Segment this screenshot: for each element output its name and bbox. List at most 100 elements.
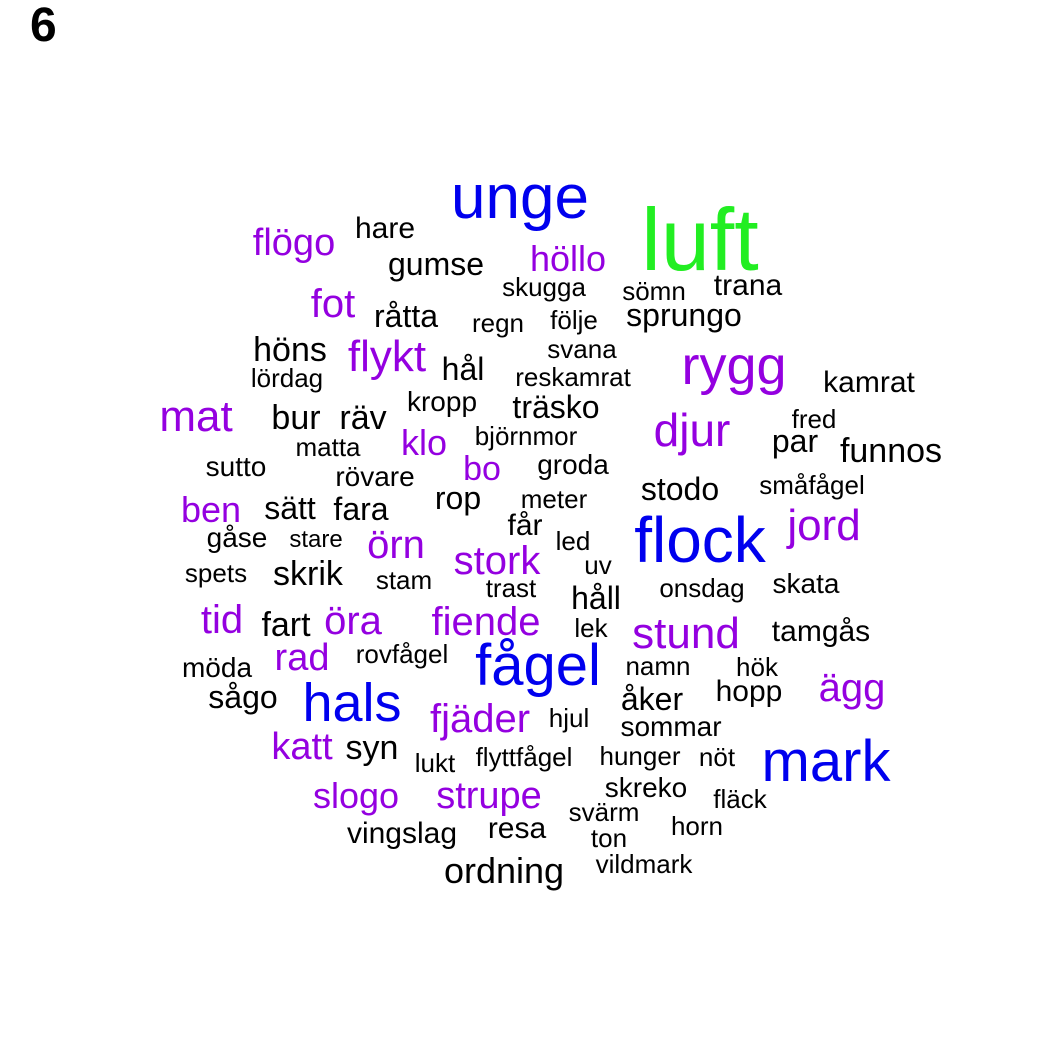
word-uv: uv [584, 550, 612, 580]
word-folje: följe [550, 305, 598, 335]
word-ratta: råtta [373, 298, 439, 334]
word-rad: rad [274, 637, 330, 679]
word-onsdag: onsdag [659, 573, 745, 603]
word-rop: rop [434, 480, 482, 516]
word-katt: katt [271, 726, 333, 768]
word-trast: trast [485, 573, 537, 603]
word-hunger: hunger [599, 741, 681, 771]
word-kamrat: kamrat [823, 366, 915, 399]
word-lukt: lukt [414, 748, 456, 778]
word-hare: hare [354, 212, 416, 245]
word-skugga: skugga [502, 272, 586, 302]
word-hall: håll [571, 580, 621, 616]
word-hal: hål [441, 351, 485, 387]
word-hals: hals [302, 673, 402, 733]
word-agg: ägg [818, 666, 886, 710]
word-flogo: flögo [252, 222, 336, 264]
word-lek: lek [574, 613, 608, 643]
word-rovare: rövare [335, 461, 415, 492]
word-fjader: fjäder [429, 697, 531, 741]
word-mat: mat [159, 392, 233, 441]
word-hjul: hjul [548, 703, 590, 733]
word-rygg: rygg [681, 336, 787, 396]
word-satt: sätt [264, 490, 316, 526]
word-vingslag: vingslag [346, 817, 458, 850]
word-ben: ben [180, 489, 242, 530]
word-rovfagel: rovfågel [355, 639, 449, 669]
word-tid: tid [200, 598, 244, 642]
word-skata: skata [772, 568, 840, 599]
word-trana: trana [713, 269, 783, 302]
word-bur: bur [271, 399, 321, 437]
word-luft: luft [641, 190, 759, 289]
word-tamgas: tamgås [771, 615, 871, 648]
word-resa: resa [487, 812, 547, 845]
word-mark: mark [761, 729, 891, 794]
word-reskamrat: reskamrat [515, 362, 631, 392]
word-hollo: höllo [529, 238, 607, 279]
word-hopp: hopp [715, 675, 783, 708]
word-bo: bo [463, 450, 501, 488]
word-funnos: funnos [839, 432, 943, 470]
word-flykt: flykt [347, 332, 427, 381]
word-fara: fara [333, 491, 389, 527]
word-gumse: gumse [387, 246, 485, 282]
word-stam: stam [375, 565, 433, 595]
word-stare: stare [289, 526, 343, 553]
word-skrik: skrik [273, 555, 343, 593]
word-stund: stund [632, 609, 740, 658]
word-sommar: sommar [620, 711, 722, 742]
panel-label: 6 [30, 0, 57, 52]
word-led: led [555, 526, 591, 556]
word-aker: åker [620, 681, 684, 717]
word-jord: jord [787, 501, 861, 550]
word-orn: örn [367, 523, 425, 567]
word-djur: djur [653, 404, 731, 456]
word-trasko: träsko [512, 389, 600, 425]
word-namn: namn [625, 651, 691, 681]
word-flack: fläck [713, 784, 767, 814]
word-flyttfagel: flyttfågel [475, 742, 573, 772]
word-fart: fart [261, 606, 311, 644]
word-somn: sömn [622, 276, 686, 306]
word-stork: stork [453, 539, 541, 583]
word-sago: sågo [208, 679, 278, 715]
word-kropp: kropp [406, 386, 478, 417]
word-vildmark: vildmark [595, 849, 693, 879]
word-flock: flock [634, 504, 766, 576]
word-ordning: ordning [443, 850, 565, 891]
word-smafagel: småfågel [759, 470, 865, 500]
word-horn: horn [670, 811, 724, 841]
word-unge: unge [451, 163, 589, 232]
word-hons: höns [253, 331, 327, 369]
word-svarm: svärm [568, 797, 640, 827]
word-fiende: fiende [431, 600, 541, 644]
word-ton: ton [590, 823, 628, 853]
word-slogo: slogo [312, 775, 400, 816]
word-ora: öra [324, 599, 382, 643]
word-skreko: skreko [604, 772, 688, 803]
word-hok: hök [736, 652, 778, 682]
word-fred: fred [791, 404, 837, 434]
word-svana: svana [547, 334, 617, 364]
word-gase: gåse [206, 522, 268, 553]
word-regn: regn [471, 308, 525, 338]
word-klo: klo [400, 422, 448, 463]
word-not: nöt [698, 742, 736, 772]
word-spets: spets [184, 558, 248, 588]
word-fot: fot [310, 282, 356, 326]
word-fagel: fågel [475, 633, 601, 698]
word-far: får [507, 509, 543, 542]
word-syn: syn [345, 729, 399, 767]
word-groda: groda [537, 449, 609, 480]
word-strupe: strupe [436, 775, 542, 817]
word-par: par [771, 423, 819, 459]
word-moda: möda [181, 652, 253, 683]
word-meter: meter [520, 484, 588, 514]
word-rav: räv [339, 399, 387, 437]
word-sutto: sutto [205, 451, 267, 482]
word-matta: matta [295, 432, 361, 462]
word-stodo: stodo [640, 471, 720, 507]
word-lordag: lördag [250, 363, 324, 393]
